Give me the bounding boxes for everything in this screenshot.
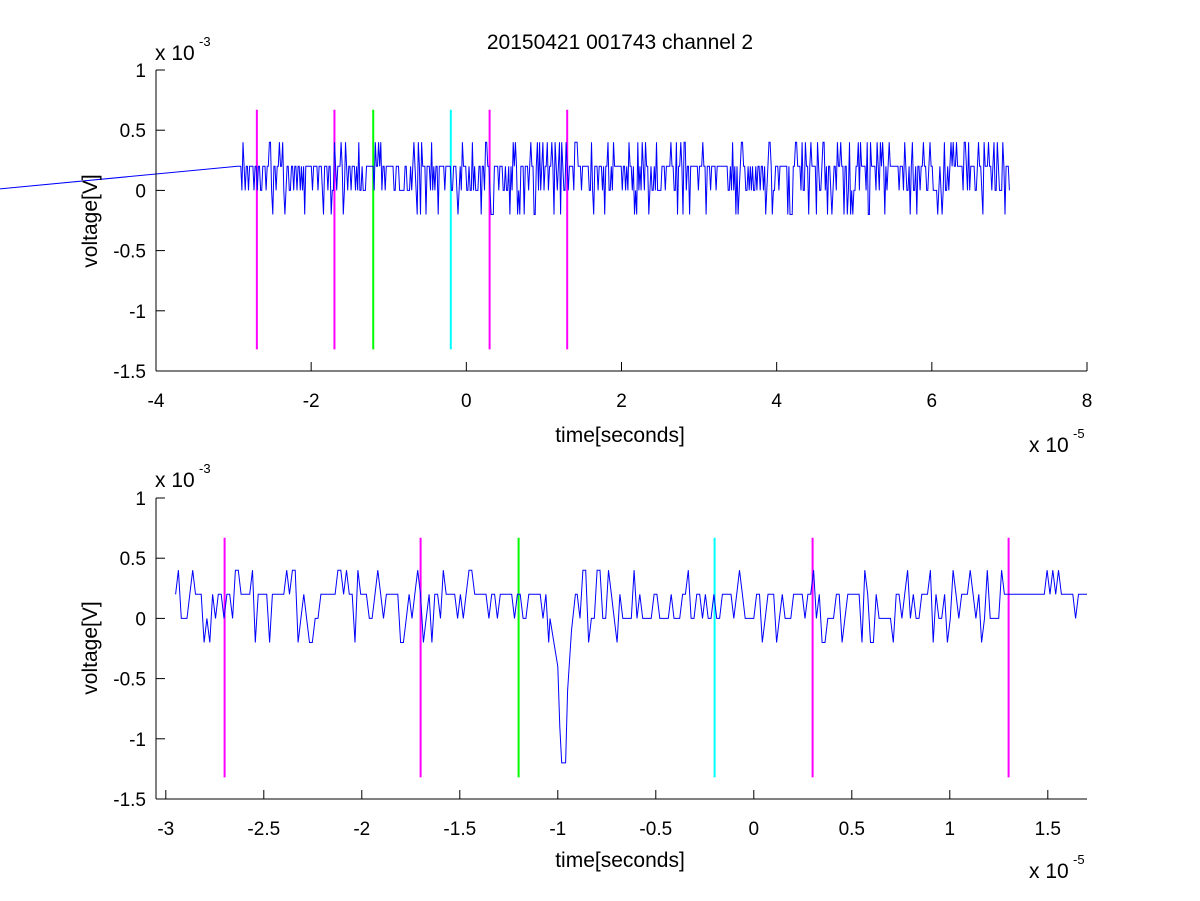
bottom-plot: x 10 -3 -3 -2.5 -2 -1.5 -1 -0.5 0 0.5 1 1.5 1 0.5 0… (79, 461, 1087, 883)
top-x-exponent-base: x 10 (1029, 434, 1069, 457)
bottom-x-exponent: x 10 -5 (1029, 852, 1085, 883)
top-y-exponent-power: -3 (199, 34, 211, 49)
top-x-exponent: x 10 -5 (1029, 426, 1085, 457)
top-plot: 20150421 001743 channel 2 x 10 -3 -4 -2 0 2… (0, 31, 1092, 457)
y-tick-label: 1 (135, 489, 146, 510)
x-tick-label: -1 (549, 819, 566, 840)
x-tick-label: 0 (461, 391, 472, 412)
bottom-y-exponent-power: -3 (199, 461, 211, 476)
x-tick-label: -4 (148, 391, 165, 412)
bottom-y-ticks: 1 0.5 0 -0.5 -1 -1.5 (113, 489, 165, 811)
bottom-y-axis-label: voltage[V] (79, 601, 102, 694)
bottom-markers (223, 537, 1010, 778)
top-signal-line (0, 141, 1010, 215)
bottom-x-ticks: -3 -2.5 -2 -1.5 -1 -0.5 0 0.5 1 1.5 (157, 790, 1061, 840)
bottom-x-exponent-base: x 10 (1029, 860, 1069, 883)
x-tick-label: -2 (303, 391, 320, 412)
top-y-axis-label: voltage[V] (79, 174, 102, 267)
y-tick-label: -1.5 (113, 362, 146, 383)
x-tick-label: 6 (927, 391, 938, 412)
bottom-y-exponent: x 10 -3 (155, 461, 211, 492)
top-plot-area (156, 70, 1087, 371)
y-tick-label: 0.5 (120, 549, 146, 570)
bottom-plot-area (156, 498, 1087, 799)
bottom-signal-line (175, 569, 1087, 764)
y-tick-label: 1 (135, 61, 146, 82)
x-tick-label: 0 (749, 819, 760, 840)
top-y-exponent-base: x 10 (155, 42, 195, 65)
x-tick-label: -3 (157, 819, 174, 840)
y-tick-label: -0.5 (113, 242, 146, 263)
top-x-axis-label: time[seconds] (555, 424, 685, 447)
top-x-ticks: -4 -2 0 2 4 6 8 (148, 362, 1093, 412)
x-tick-label: 4 (771, 391, 782, 412)
x-tick-label: 8 (1082, 391, 1093, 412)
x-tick-label: -0.5 (639, 819, 672, 840)
y-tick-label: -1.5 (113, 790, 146, 811)
x-tick-label: 2 (616, 391, 627, 412)
y-tick-label: 0 (135, 181, 146, 202)
x-tick-label: -1.5 (443, 819, 476, 840)
bottom-x-axis-label: time[seconds] (555, 849, 685, 872)
bottom-x-exponent-power: -5 (1073, 852, 1085, 867)
x-tick-label: 1.5 (1035, 819, 1061, 840)
x-tick-label: 0.5 (839, 819, 865, 840)
top-x-exponent-power: -5 (1073, 426, 1085, 441)
top-y-exponent: x 10 -3 (155, 34, 211, 65)
x-tick-label: -2 (353, 819, 370, 840)
x-tick-label: 1 (945, 819, 956, 840)
y-tick-label: -1 (129, 730, 146, 751)
bottom-y-exponent-base: x 10 (155, 469, 195, 492)
top-y-ticks: 1 0.5 0 -0.5 -1 -1.5 (113, 61, 165, 383)
top-markers (255, 109, 569, 350)
y-tick-label: 0 (135, 609, 146, 630)
y-tick-label: -0.5 (113, 670, 146, 691)
y-tick-label: -1 (129, 302, 146, 323)
x-tick-label: -2.5 (247, 819, 280, 840)
y-tick-label: 0.5 (120, 121, 146, 142)
chart-title: 20150421 001743 channel 2 (487, 31, 753, 54)
